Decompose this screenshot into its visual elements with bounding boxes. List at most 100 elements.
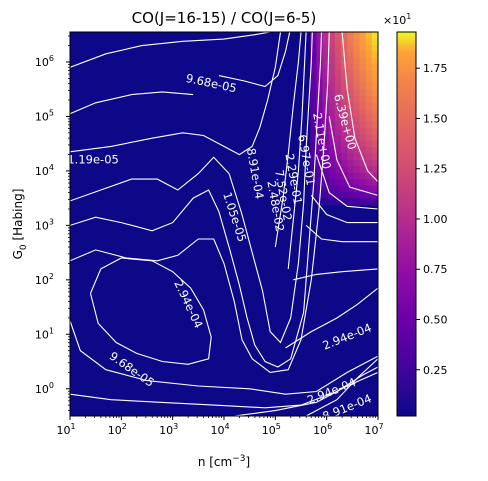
heatmap-cell <box>371 108 378 116</box>
heatmap-cell <box>334 108 342 116</box>
heatmap-cell <box>371 51 378 59</box>
heatmap-cell <box>310 115 317 123</box>
heatmap-cell <box>353 32 361 39</box>
heatmap-cell <box>347 198 354 206</box>
x-tick-label: 102 <box>108 422 127 437</box>
heatmap-cell <box>341 96 348 103</box>
heatmap-cell <box>353 44 361 52</box>
heatmap-cell <box>359 134 367 142</box>
heatmap-cell <box>310 153 317 161</box>
heatmap-cell <box>353 57 361 65</box>
contour-line <box>218 32 291 88</box>
heatmap-cell <box>316 44 324 52</box>
heatmap-cell <box>371 128 378 135</box>
contour-line <box>293 268 378 281</box>
heatmap-cell <box>316 140 324 148</box>
x-axis: 101 102 103 104 105 106 107 <box>56 416 384 437</box>
heatmap-cell <box>341 76 348 84</box>
heatmap-cell <box>371 166 378 174</box>
heatmap-cell <box>328 32 336 39</box>
heatmap-cell <box>334 140 342 148</box>
heatmap-cell <box>334 185 342 193</box>
heatmap-cell <box>371 102 378 110</box>
heatmap-cell <box>347 102 354 110</box>
y-tick-label: 106 <box>35 54 54 69</box>
heatmap-cell <box>353 38 361 46</box>
heatmap-cell <box>316 179 324 187</box>
y-tick-label: 103 <box>35 217 54 232</box>
heatmap-cell <box>359 179 367 187</box>
heatmap-cell <box>353 198 361 206</box>
heatmap-cell <box>353 96 361 103</box>
heatmap-cell <box>310 160 317 167</box>
heatmap-cell <box>322 185 330 193</box>
heatmap-cell <box>328 166 336 174</box>
heatmap-cell <box>347 179 354 187</box>
heatmap-cell <box>365 89 373 97</box>
heatmap-cell <box>310 89 317 97</box>
heatmap-cell <box>334 38 342 46</box>
heatmap-cell <box>341 115 348 123</box>
x-tick-label: 105 <box>262 422 281 437</box>
heatmap-cell <box>353 179 361 187</box>
heatmap-cell <box>322 83 330 91</box>
heatmap-cell <box>365 96 373 103</box>
heatmap-cell <box>310 192 317 199</box>
heatmap-cell <box>341 179 348 187</box>
colorbar-tick-label: 1.25 <box>423 163 448 176</box>
heatmap-cell <box>353 64 361 71</box>
heatmap-cell <box>316 172 324 180</box>
heatmap-cell <box>322 38 330 46</box>
heatmap-cell <box>334 96 342 103</box>
heatmap-cell <box>334 192 342 199</box>
heatmap-cell <box>359 96 367 103</box>
heatmap-cell <box>353 128 361 135</box>
heatmap-cell <box>334 115 342 123</box>
heatmap-cell <box>334 153 342 161</box>
heatmap-cell <box>365 70 373 78</box>
heatmap-cell <box>334 166 342 174</box>
heatmap-cell <box>328 57 336 65</box>
heatmap-cell <box>359 57 367 65</box>
heatmap-cell <box>365 115 373 123</box>
contour-line <box>287 32 307 269</box>
heatmap-cell <box>334 70 342 78</box>
heatmap-cell <box>365 179 373 187</box>
contour-line <box>315 154 378 210</box>
heatmap-cell <box>371 44 378 52</box>
heatmap-cell <box>310 76 317 84</box>
heatmap-cell <box>371 147 378 155</box>
contour-line <box>274 32 302 248</box>
heatmap-cell <box>359 140 367 148</box>
heatmap-cell <box>371 153 378 161</box>
heatmap-cell <box>353 147 361 155</box>
heatmap-cell <box>328 147 336 155</box>
heatmap-cell <box>365 128 373 135</box>
colorbar-tick-label: 0.75 <box>423 263 448 276</box>
contour-line <box>70 91 194 115</box>
heatmap-cell <box>365 32 373 39</box>
heatmap-cell <box>334 172 342 180</box>
heatmap-cell <box>365 134 373 142</box>
colorbar-tick-label: 0.25 <box>423 364 448 377</box>
heatmap-cell <box>371 160 378 167</box>
heatmap-cell <box>322 134 330 142</box>
heatmap-cell <box>365 147 373 155</box>
heatmap-cell <box>322 160 330 167</box>
heatmap-cell <box>365 57 373 65</box>
heatmap-cell <box>371 115 378 123</box>
y-tick-label: 105 <box>35 108 54 123</box>
heatmap-cell <box>359 160 367 167</box>
heatmap-cell <box>353 192 361 199</box>
heatmap-cell <box>371 121 378 129</box>
heatmap-cell <box>353 115 361 123</box>
contour-line <box>70 366 378 409</box>
contour-lines <box>70 32 378 416</box>
heatmap-cell <box>328 185 336 193</box>
heatmap-cell <box>322 166 330 174</box>
heatmap-cell <box>310 57 317 65</box>
chart-title: CO(J=16-15) / CO(J=6-5) <box>132 9 317 27</box>
heatmap-cell <box>347 44 354 52</box>
heatmap-cell <box>359 70 367 78</box>
heatmap-cell <box>328 51 336 59</box>
